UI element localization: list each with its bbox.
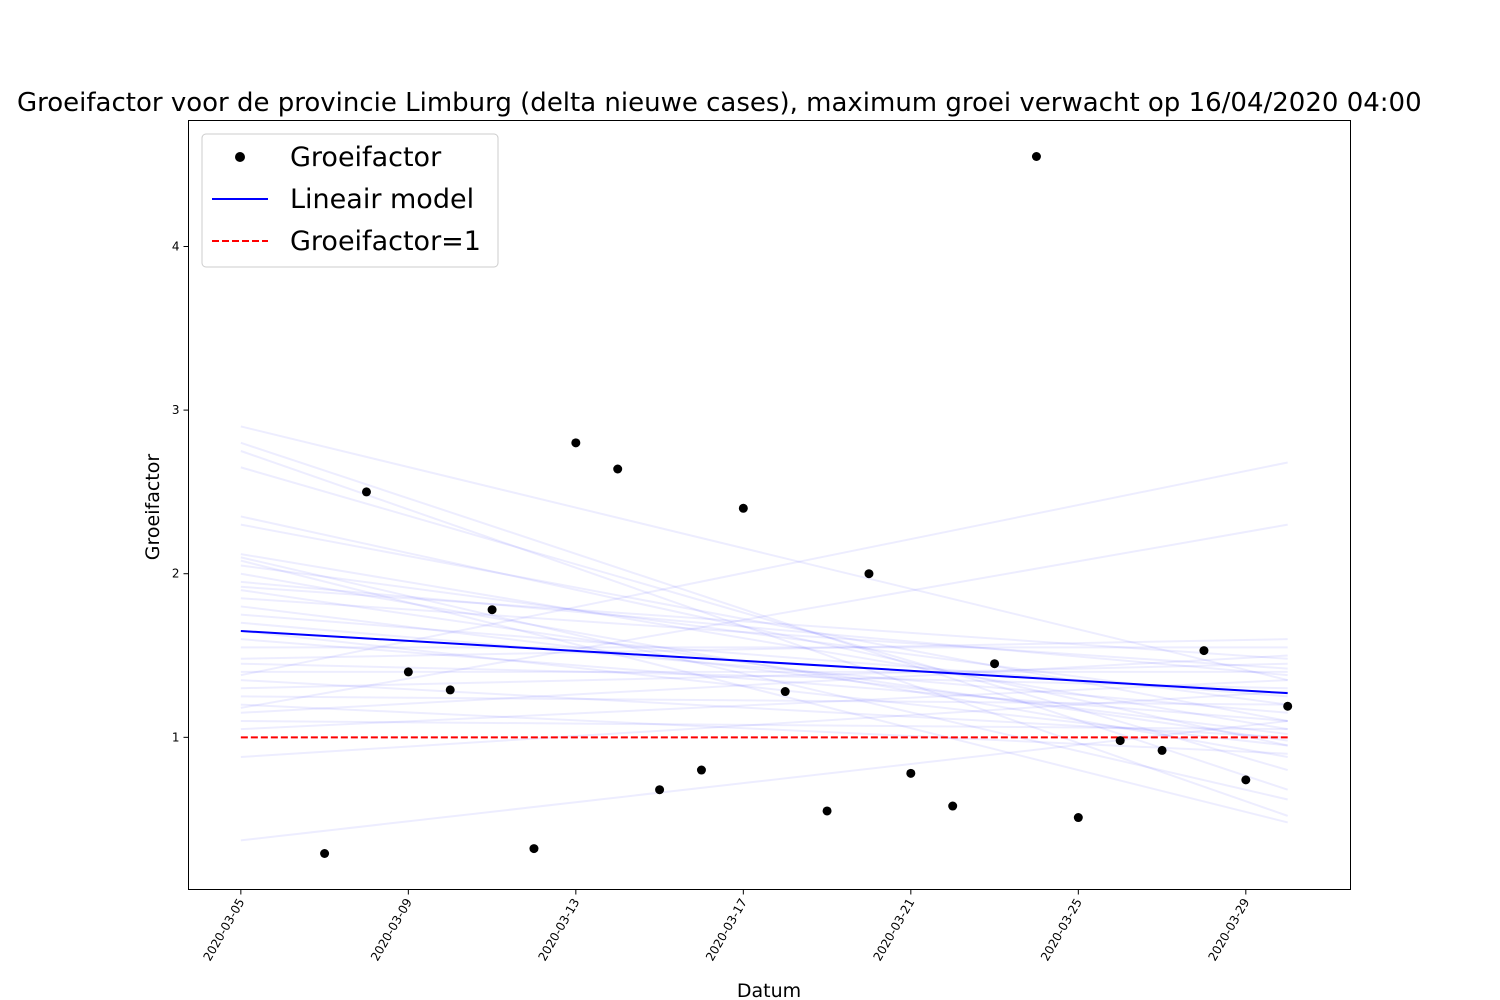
data-point-2020-03-07: [320, 849, 330, 859]
bootstrap-line-8: [240, 556, 1288, 801]
data-point-2020-03-28: [1199, 646, 1209, 656]
data-point-2020-03-11: [487, 605, 497, 615]
bootstrap-line-3: [240, 450, 1289, 817]
bootstrap-line-28: [240, 523, 1288, 709]
groeifactor-points: [320, 151, 1293, 859]
bootstrap-line-35: [240, 585, 1288, 660]
bootstrap-line-14: [240, 605, 1288, 736]
data-point-2020-03-18: [780, 687, 790, 697]
bootstrap-lines: [240, 425, 1289, 842]
x-axis-ticks: 2020-03-05 2020-03-09 2020-03-13 2020-03-17…: [200, 889, 1252, 963]
bootstrap-line-4: [240, 466, 1288, 772]
data-point-2020-03-13: [571, 438, 581, 448]
data-point-2020-03-29: [1241, 775, 1251, 785]
plot-frame: [188, 120, 1351, 890]
legend-label-groeifactor: Groeifactor: [290, 142, 442, 173]
x-tick-label-2020-03-17: 2020-03-17: [703, 896, 750, 963]
x-tick-label-2020-03-25: 2020-03-25: [1038, 896, 1085, 963]
bootstrap-line-6: [240, 523, 1288, 722]
bootstrap-line-27: [240, 703, 1288, 755]
y-tick-label-4: 4: [172, 239, 180, 253]
x-tick-label-2020-03-13: 2020-03-13: [535, 896, 582, 963]
y-tick-label-2: 2: [172, 567, 180, 581]
data-point-2020-03-25: [1073, 813, 1083, 823]
y-tick-label-3: 3: [172, 403, 180, 417]
data-point-2020-03-15: [655, 785, 665, 795]
series-layer: [240, 629, 1288, 739]
x-tick-label-2020-03-09: 2020-03-09: [368, 896, 415, 963]
data-point-2020-03-20: [864, 569, 874, 579]
bootstrap-line-33: [240, 719, 1288, 842]
data-point-2020-03-14: [613, 464, 623, 474]
data-point-2020-03-16: [696, 765, 706, 775]
bootstrap-line-10: [240, 572, 1288, 758]
bootstrap-line-17: [240, 629, 1288, 747]
chart-title: Groeifactor voor de provincie Limburg (d…: [17, 88, 1422, 118]
x-axis-label: Datum: [737, 980, 801, 1000]
bootstrap-line-13: [240, 597, 1288, 670]
bootstrap-line-16: [240, 621, 1288, 714]
y-tick-label-1: 1: [172, 730, 180, 744]
bootstrap-line-26: [240, 695, 1288, 706]
data-point-2020-03-24: [1031, 151, 1041, 161]
bootstrap-line-18: [240, 638, 1288, 722]
legend: Groeifactor Lineair model Groeifactor=1: [201, 133, 499, 268]
y-axis-label: Groeifactor: [142, 454, 164, 561]
x-tick-label-2020-03-29: 2020-03-29: [1205, 896, 1252, 963]
data-point-2020-03-12: [529, 844, 539, 854]
bootstrap-line-23: [240, 461, 1288, 677]
data-point-2020-03-10: [445, 685, 455, 695]
linear-model-line: [240, 629, 1288, 695]
legend-label-lineair-model: Lineair model: [290, 184, 474, 215]
bootstrap-line-30: [240, 719, 1288, 731]
legend-marker-groeifactor: [235, 152, 245, 162]
bootstrap-line-9: [240, 564, 1288, 706]
bootstrap-line-25: [240, 662, 1288, 690]
bootstrap-line-5: [240, 515, 1288, 747]
data-point-2020-03-26: [1115, 736, 1125, 746]
legend-box: [201, 133, 499, 268]
bootstrap-line-21: [240, 662, 1288, 690]
bootstrap-line-1: [240, 425, 1288, 682]
bootstrap-line-7: [240, 553, 1288, 731]
data-point-2020-03-17: [738, 503, 748, 513]
data-point-2020-03-19: [822, 806, 832, 816]
legend-label-groeifactor-1: Groeifactor=1: [290, 226, 481, 257]
data-point-2020-03-08: [361, 487, 371, 497]
bootstrap-line-31: [240, 679, 1288, 731]
bootstrap-line-12: [240, 589, 1288, 742]
bootstrap-line-34: [240, 559, 1288, 824]
data-point-2020-03-27: [1157, 745, 1167, 755]
data-point-2020-03-09: [403, 667, 413, 677]
bootstrap-line-2: [240, 441, 1289, 791]
x-tick-label-2020-03-05: 2020-03-05: [200, 896, 247, 963]
bootstrap-line-29: [240, 654, 1288, 714]
bootstrap-line-24: [240, 679, 1288, 739]
bootstrap-line-32: [240, 690, 1288, 758]
data-point-2020-03-23: [990, 659, 1000, 669]
bootstrap-line-11: [240, 580, 1288, 677]
data-point-2020-03-30: [1283, 701, 1293, 711]
data-point-2020-03-21: [906, 768, 916, 778]
bootstrap-line-20: [240, 638, 1288, 660]
x-tick-label-2020-03-21: 2020-03-21: [870, 896, 917, 963]
y-axis-ticks: 1 2 3 4: [172, 239, 189, 744]
data-point-2020-03-22: [948, 801, 958, 811]
